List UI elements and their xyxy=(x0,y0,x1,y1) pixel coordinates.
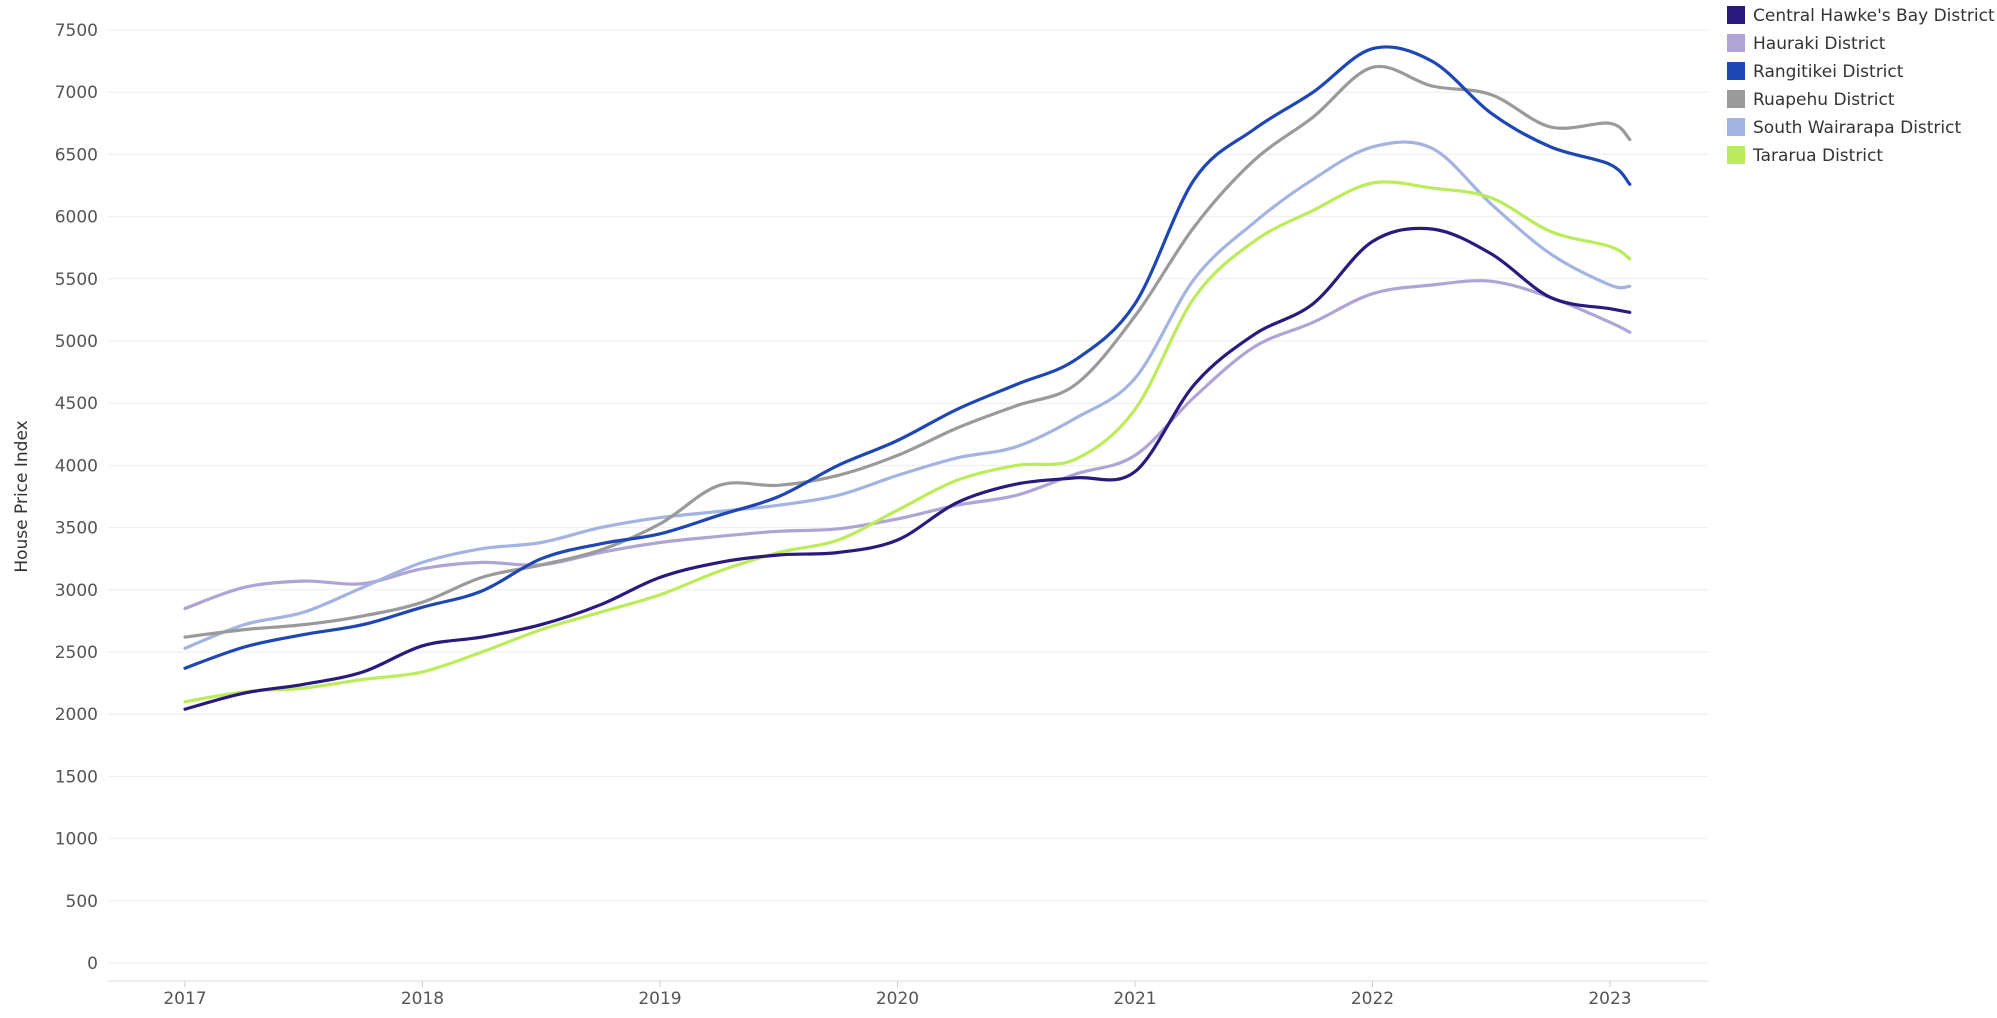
legend-label-rangitikei-district: Rangitikei District xyxy=(1753,62,1904,82)
x-axis-ticks: 2017 2018 2019 2020 2021 2022 2023 xyxy=(108,980,1708,1009)
legend-swatch-hauraki-district xyxy=(1727,34,1745,52)
y-axis-label: House Price Index xyxy=(12,420,32,572)
x-tick-label: 2019 xyxy=(638,989,681,1009)
legend-swatch-rangitikei-district xyxy=(1727,62,1745,80)
series-lines xyxy=(183,45,1632,711)
y-tick-label: 2500 xyxy=(55,643,98,663)
y-tick-label: 3500 xyxy=(55,519,98,539)
legend-label-hauraki-district: Hauraki District xyxy=(1753,34,1886,54)
series-line-ruapehu-district xyxy=(183,64,1632,639)
legend-swatch-ruapehu-district xyxy=(1727,90,1745,108)
y-tick-label: 1000 xyxy=(55,830,98,850)
series-line-hauraki-district xyxy=(183,279,1632,611)
y-tick-label: 2000 xyxy=(55,705,98,725)
x-tick-label: 2020 xyxy=(876,989,919,1009)
legend-swatch-central-hawke-s-bay-district xyxy=(1727,6,1745,24)
x-tick-label: 2017 xyxy=(163,989,206,1009)
x-tick-label: 2023 xyxy=(1588,989,1631,1009)
legend-swatch-tararua-district xyxy=(1727,146,1745,164)
y-tick-label: 5500 xyxy=(55,270,98,290)
series-line-central-hawke-s-bay-district xyxy=(183,226,1632,711)
legend-label-central-hawke-s-bay-district: Central Hawke's Bay District xyxy=(1753,6,1995,26)
y-tick-label: 6500 xyxy=(55,145,98,165)
series-line-south-wairarapa-district xyxy=(183,140,1632,650)
y-tick-label: 5000 xyxy=(55,332,98,352)
gridlines xyxy=(108,29,1708,964)
x-tick-label: 2021 xyxy=(1113,989,1156,1009)
legend-label-south-wairarapa-district: South Wairarapa District xyxy=(1753,118,1961,138)
series-line-tararua-district xyxy=(183,180,1632,704)
y-tick-label: 7000 xyxy=(55,83,98,103)
x-tick-label: 2018 xyxy=(401,989,444,1009)
legend-label-tararua-district: Tararua District xyxy=(1752,146,1883,166)
series-line-rangitikei-district xyxy=(183,45,1632,670)
y-tick-label: 7500 xyxy=(55,21,98,41)
y-tick-label: 4000 xyxy=(55,456,98,476)
y-axis-ticks: 0 500 1000 1500 2000 2500 3000 3500 4000 4500 5000… xyxy=(55,21,98,974)
legend: Central Hawke's Bay District Hauraki Dist… xyxy=(1727,6,1995,166)
legend-swatch-south-wairarapa-district xyxy=(1727,118,1745,136)
y-tick-label: 6000 xyxy=(55,208,98,228)
y-tick-label: 0 xyxy=(87,954,98,974)
y-tick-label: 4500 xyxy=(55,394,98,414)
y-tick-label: 500 xyxy=(66,892,98,912)
x-tick-label: 2022 xyxy=(1351,989,1394,1009)
y-tick-label: 1500 xyxy=(55,767,98,787)
y-tick-label: 3000 xyxy=(55,581,98,601)
legend-label-ruapehu-district: Ruapehu District xyxy=(1753,90,1895,110)
